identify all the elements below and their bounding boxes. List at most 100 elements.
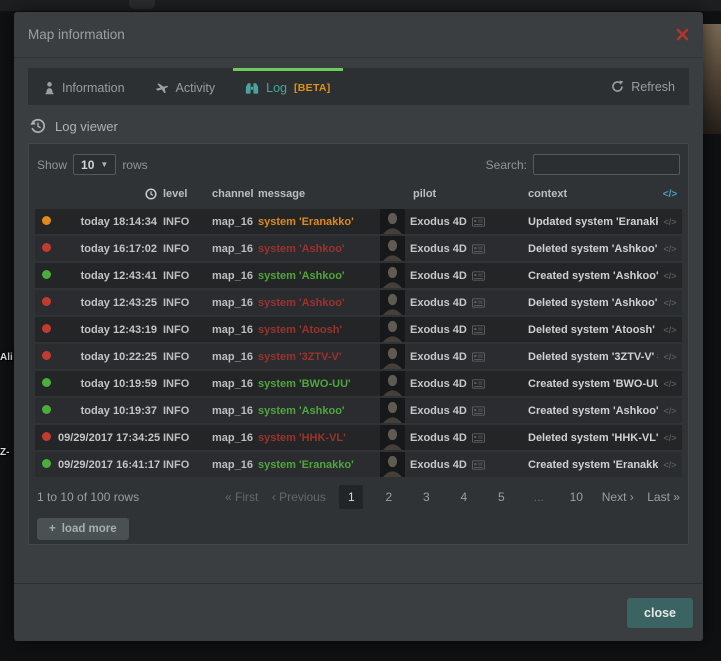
id-card-icon xyxy=(471,243,485,254)
pilot-avatar xyxy=(380,263,405,288)
row-code-icon[interactable]: </> xyxy=(663,243,677,254)
status-dot xyxy=(42,242,51,252)
map-system-label: Z- xyxy=(0,447,10,458)
page-button[interactable]: 1 xyxy=(339,485,364,509)
time-cell: today 10:19:37 xyxy=(80,404,157,417)
page-button[interactable]: 3 xyxy=(422,490,430,504)
pilot-avatar xyxy=(380,452,405,477)
page-button[interactable]: 2 xyxy=(385,490,393,504)
context-cell: Created system 'BWO-UU'... xyxy=(528,377,658,390)
level-cell: INFO xyxy=(163,350,190,363)
page-button: ... xyxy=(533,490,544,504)
pilot-cell: Exodus 4D xyxy=(380,371,528,396)
log-row[interactable]: today 12:43:25 INFO map_16 system 'Ashko… xyxy=(35,290,682,315)
log-row[interactable]: today 10:19:37 INFO map_16 system 'Ashko… xyxy=(35,398,682,423)
context-cell: Deleted system 'Ashkoo' ... xyxy=(528,296,658,309)
row-code-icon[interactable]: </> xyxy=(663,378,677,389)
pilot-cell: Exodus 4D xyxy=(380,236,528,261)
row-code-icon[interactable]: </> xyxy=(663,405,677,416)
first-page-button: « First xyxy=(225,490,259,504)
row-code-icon[interactable]: </> xyxy=(663,297,677,308)
message-cell: system 'Eranakko' xyxy=(258,215,354,228)
pilot-cell: Exodus 4D xyxy=(380,290,528,315)
pilot-name: Exodus 4D xyxy=(410,431,467,444)
level-cell: INFO xyxy=(163,377,190,390)
log-row[interactable]: today 10:22:25 INFO map_16 system '3ZTV-… xyxy=(35,344,682,369)
context-cell: Updated system 'Eranakk... xyxy=(528,215,658,228)
context-cell: Deleted system 'HHK-VL' ... xyxy=(528,431,658,444)
status-dot xyxy=(42,458,51,468)
message-cell: system 'BWO-UU' xyxy=(258,377,351,390)
level-cell: INFO xyxy=(163,269,190,282)
pilot-avatar xyxy=(380,317,405,342)
channel-cell: map_16 xyxy=(212,350,253,363)
message-cell: system 'Ashkoo' xyxy=(258,242,345,255)
row-code-icon[interactable]: </> xyxy=(663,216,677,227)
plus-icon: + xyxy=(49,523,56,535)
status-dot-cell xyxy=(42,458,51,471)
id-card-icon xyxy=(471,459,485,470)
search-label: Search: xyxy=(485,157,527,172)
log-row[interactable]: today 18:14:34 INFO map_16 system 'Erana… xyxy=(35,209,682,234)
status-dot-cell xyxy=(42,404,51,417)
id-card-icon xyxy=(471,216,485,227)
message-cell: system '3ZTV-V' xyxy=(258,350,342,363)
pilot-name: Exodus 4D xyxy=(410,242,467,255)
row-code-icon[interactable]: </> xyxy=(663,432,677,443)
table-body: today 18:14:34 INFO map_16 system 'Erana… xyxy=(35,209,682,477)
refresh-label: Refresh xyxy=(631,79,675,94)
log-row[interactable]: today 12:43:19 INFO map_16 system 'Atoos… xyxy=(35,317,682,342)
dialog-body: Information Activity Log [BETA] Refresh xyxy=(14,58,703,583)
row-code-icon[interactable]: </> xyxy=(663,351,677,362)
previous-page-button: ‹ Previous xyxy=(271,490,326,504)
context-cell: Deleted system '3ZTV-V' #... xyxy=(528,350,658,363)
page-button[interactable]: 4 xyxy=(460,490,468,504)
level-cell: INFO xyxy=(163,323,190,336)
pilot-cell: Exodus 4D xyxy=(380,263,528,288)
table-controls: Show 10 ▼ rows Search: xyxy=(35,152,682,183)
log-row[interactable]: today 16:17:02 INFO map_16 system 'Ashko… xyxy=(35,236,682,261)
message-cell: system 'Ashkoo' xyxy=(258,404,345,417)
log-viewer-heading: Log viewer xyxy=(30,118,687,134)
search-input[interactable] xyxy=(533,154,680,175)
message-cell: system 'Ashkoo' xyxy=(258,296,345,309)
message-column-header: message xyxy=(258,188,306,200)
tab-log[interactable]: Log [BETA] xyxy=(233,68,343,105)
level-cell: INFO xyxy=(163,296,190,309)
tab-activity[interactable]: Activity xyxy=(143,68,228,105)
tab-label: Log xyxy=(266,81,287,95)
log-row[interactable]: 09/29/2017 17:34:25 INFO map_16 system '… xyxy=(35,425,682,450)
plane-icon xyxy=(155,81,169,95)
log-row[interactable]: today 12:43:41 INFO map_16 system 'Ashko… xyxy=(35,263,682,288)
pilot-avatar xyxy=(380,209,405,234)
log-row[interactable]: today 10:19:59 INFO map_16 system 'BWO-U… xyxy=(35,371,682,396)
page-button[interactable]: 5 xyxy=(497,490,505,504)
log-row[interactable]: 09/29/2017 16:41:17 INFO map_16 system '… xyxy=(35,452,682,477)
tab-label: Information xyxy=(62,81,125,95)
pilot-cell: Exodus 4D xyxy=(380,398,528,423)
close-icon[interactable] xyxy=(676,28,689,41)
time-column-header xyxy=(58,187,163,201)
rows-per-page-select[interactable]: 10 ▼ xyxy=(73,154,117,175)
context-cell: Created system 'Eranakko... xyxy=(528,458,658,471)
pilot-avatar xyxy=(380,290,405,315)
load-more-button[interactable]: + load more xyxy=(37,518,129,540)
status-dot xyxy=(42,269,51,279)
caret-down-icon: ▼ xyxy=(100,160,109,169)
status-dot xyxy=(42,323,51,333)
log-table: level channel message pilot context </> … xyxy=(35,183,682,477)
time-cell: today 10:19:59 xyxy=(80,377,157,390)
tab-information[interactable]: Information xyxy=(32,68,137,105)
next-page-button[interactable]: Next › xyxy=(601,490,634,504)
page-button[interactable]: 10 xyxy=(569,490,583,504)
context-cell: Deleted system 'Ashkoo' ... xyxy=(528,242,658,255)
id-card-icon xyxy=(471,324,485,335)
close-button[interactable]: close xyxy=(627,597,693,628)
last-page-button[interactable]: Last » xyxy=(647,490,680,504)
row-code-icon[interactable]: </> xyxy=(663,459,677,470)
dialog-title: Map information xyxy=(28,27,125,42)
refresh-button[interactable]: Refresh xyxy=(601,68,685,105)
level-cell: INFO xyxy=(163,431,190,444)
row-code-icon[interactable]: </> xyxy=(663,270,677,281)
row-code-icon[interactable]: </> xyxy=(663,324,677,335)
